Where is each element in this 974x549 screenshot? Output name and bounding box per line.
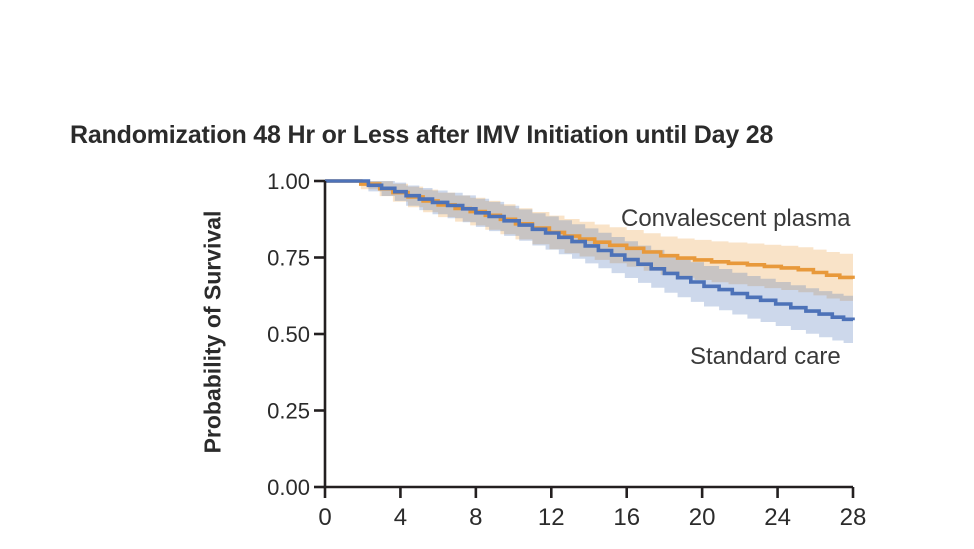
x-tick-label: 28: [840, 504, 867, 531]
convalescent-plasma-confidence-band: [325, 181, 853, 303]
x-tick-label: 24: [764, 504, 791, 531]
standard-care-curve: [325, 179, 855, 322]
y-tick-label: 0.25: [267, 399, 310, 424]
y-tick-label: 0.75: [267, 246, 310, 271]
x-tick-label: 4: [394, 504, 407, 531]
figure-title: Randomization 48 Hr or Less after IMV In…: [70, 121, 774, 149]
series-label-standard-care: Standard care: [690, 343, 841, 370]
standard-care-confidence-band: [325, 181, 853, 345]
y-axis-title: Probability of Survival: [199, 210, 226, 454]
y-tick-label: 0.50: [267, 322, 310, 347]
x-tick-label: 0: [318, 504, 331, 531]
x-tick-label: 16: [613, 504, 640, 531]
y-tick-label: 0.00: [267, 475, 310, 500]
x-tick-label: 12: [538, 504, 565, 531]
y-tick-label: 1.00: [267, 169, 310, 194]
x-tick-label: 20: [689, 504, 716, 531]
series-label-convalescent-plasma: Convalescent plasma: [621, 205, 851, 232]
x-tick-label: 8: [469, 504, 482, 531]
